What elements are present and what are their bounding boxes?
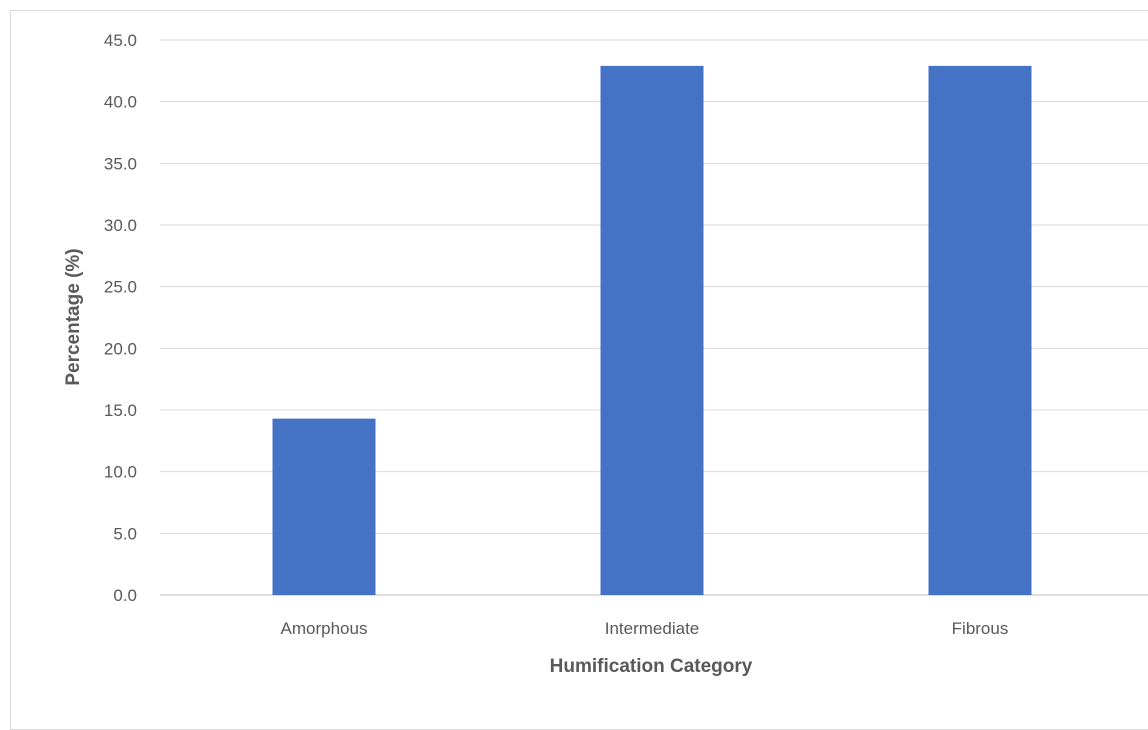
x-tick-label: Amorphous [281, 619, 368, 638]
y-tick-label: 20.0 [104, 339, 137, 358]
bar-amorphous [272, 418, 376, 595]
y-tick-label: 5.0 [113, 524, 137, 543]
y-tick-label: 40.0 [104, 93, 137, 112]
y-tick-label: 45.0 [104, 31, 137, 50]
y-axis-title: Percentage (%) [63, 248, 84, 385]
y-tick-label: 10.0 [104, 463, 137, 482]
x-tick-label: Intermediate [605, 619, 700, 638]
bar-chart: 0.0 5.0 10.0 15.0 20.0 25.0 30.0 35.0 40.0 45.0 A… [63, 31, 1148, 677]
bar-intermediate [600, 65, 704, 595]
y-tick-label: 35.0 [104, 154, 137, 173]
x-axis-title: Humification Category [550, 656, 753, 677]
y-tick-labels: 0.0 5.0 10.0 15.0 20.0 25.0 30.0 35.0 40.0 45.0 [104, 31, 137, 605]
y-tick-label: 25.0 [104, 278, 137, 297]
x-tick-label: Fibrous [952, 619, 1009, 638]
bar-fibrous [928, 65, 1032, 595]
y-tick-label: 15.0 [104, 401, 137, 420]
y-tick-label: 30.0 [104, 216, 137, 235]
x-tick-labels: Amorphous Intermediate Fibrous [281, 619, 1009, 638]
bars [272, 65, 1032, 595]
y-tick-label: 0.0 [113, 586, 137, 605]
